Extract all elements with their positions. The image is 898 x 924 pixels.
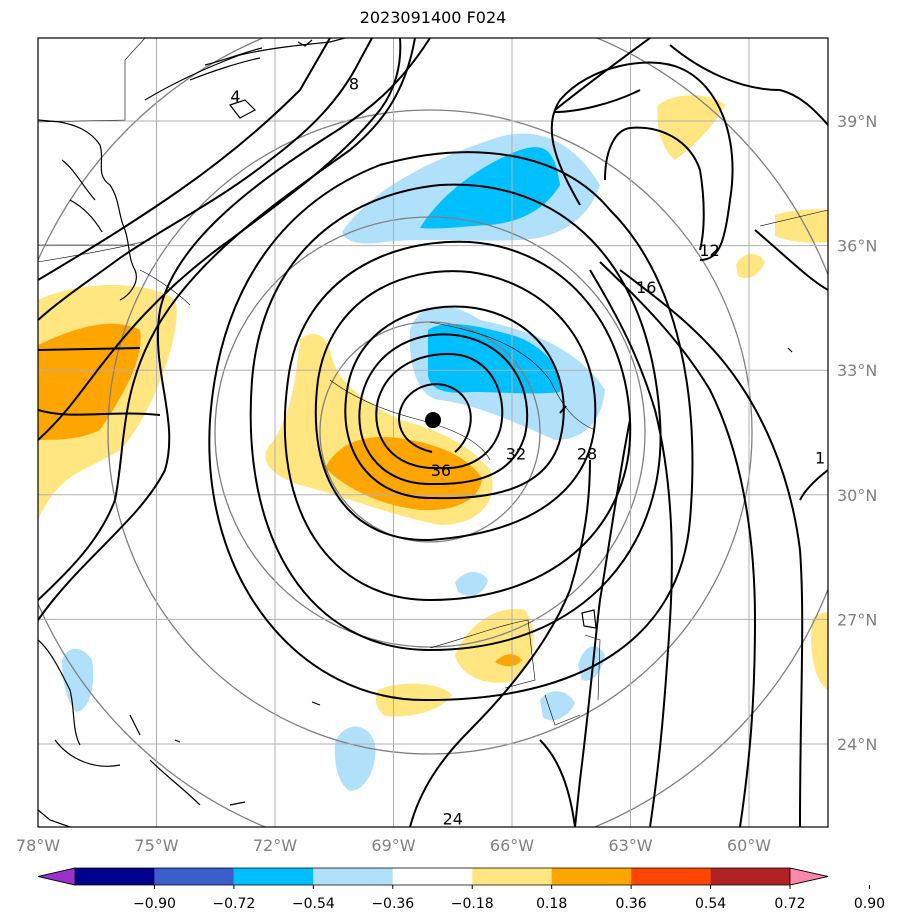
colorbar-box bbox=[551, 868, 632, 885]
gridlines bbox=[38, 38, 828, 827]
lon-tick-label: 78°W bbox=[16, 836, 60, 855]
coastline bbox=[38, 38, 793, 827]
map-area bbox=[38, 38, 828, 827]
colorbar-box bbox=[631, 868, 711, 885]
lon-tick-label: 63°W bbox=[608, 836, 652, 855]
contour-label: 16 bbox=[636, 278, 656, 297]
shaded-field bbox=[38, 95, 828, 791]
lat-tick-label: 30°N bbox=[837, 486, 877, 505]
colorbar-box bbox=[710, 868, 790, 885]
colorbar-box bbox=[75, 868, 155, 885]
colorbar-tick-labels: −0.90 −0.72 −0.54 −0.36 −0.18 0.18 0.36 0.54 0.7… bbox=[133, 885, 885, 912]
lon-tick-label: 66°W bbox=[490, 836, 534, 855]
colorbar-tick-label: −0.36 bbox=[371, 896, 414, 912]
lat-tick-label: 39°N bbox=[837, 112, 877, 131]
colorbar-tick-label: 0.54 bbox=[695, 896, 726, 912]
lon-tick-label: 72°W bbox=[253, 836, 297, 855]
colorbar-box bbox=[392, 868, 473, 885]
contour-label: 24 bbox=[443, 810, 463, 829]
lon-tick-label: 75°W bbox=[134, 836, 178, 855]
colorbar-tick-label: 0.18 bbox=[536, 896, 567, 912]
contour-label: 4 bbox=[230, 87, 240, 106]
colorbar-tick-label: −0.90 bbox=[133, 896, 176, 912]
colorbar-box bbox=[472, 868, 552, 885]
colorbar-extend-low bbox=[37, 867, 76, 886]
contour-label: 32 bbox=[506, 444, 526, 463]
lat-tick-label: 27°N bbox=[837, 610, 877, 629]
contour-labels: 36 32 28 16 12 8 4 24 1 bbox=[230, 75, 825, 829]
contour-label: 12 bbox=[699, 241, 719, 260]
lon-tick-label: 60°W bbox=[727, 836, 771, 855]
colorbar bbox=[37, 867, 829, 886]
lat-tick-label: 36°N bbox=[837, 237, 877, 256]
colorbar-tick-label: −0.54 bbox=[292, 896, 335, 912]
colorbar-tick-label: 0.90 bbox=[854, 896, 885, 912]
colorbar-box bbox=[313, 868, 393, 885]
colorbar-tick-label: 0.72 bbox=[774, 896, 805, 912]
colorbar-box bbox=[154, 868, 234, 885]
map-frame bbox=[37, 37, 829, 828]
colorbar-extend-high bbox=[789, 867, 829, 886]
colorbar-tick-label: 0.36 bbox=[616, 896, 647, 912]
figure-title: 2023091400 F024 bbox=[359, 8, 507, 27]
longitude-labels: 78°W 75°W 72°W 69°W 66°W 63°W 60°W bbox=[16, 836, 771, 855]
colorbar-tick-label: −0.18 bbox=[451, 896, 494, 912]
height-contours bbox=[38, 38, 828, 827]
storm-center-marker bbox=[425, 412, 441, 429]
contour-label: 28 bbox=[577, 444, 597, 463]
lon-tick-label: 69°W bbox=[371, 836, 415, 855]
contour-label: 8 bbox=[349, 75, 359, 94]
latitude-labels: 24°N 27°N 30°N 33°N 36°N 39°N bbox=[837, 112, 877, 754]
contour-label: 1 bbox=[815, 448, 825, 467]
lat-tick-label: 24°N bbox=[837, 735, 877, 754]
contour-label: 36 bbox=[431, 461, 451, 480]
colorbar-tick-label: −0.72 bbox=[212, 896, 255, 912]
colorbar-box bbox=[233, 868, 314, 885]
lat-tick-label: 33°N bbox=[837, 361, 877, 380]
colorbar-outline bbox=[37, 867, 829, 886]
borders bbox=[38, 38, 828, 726]
